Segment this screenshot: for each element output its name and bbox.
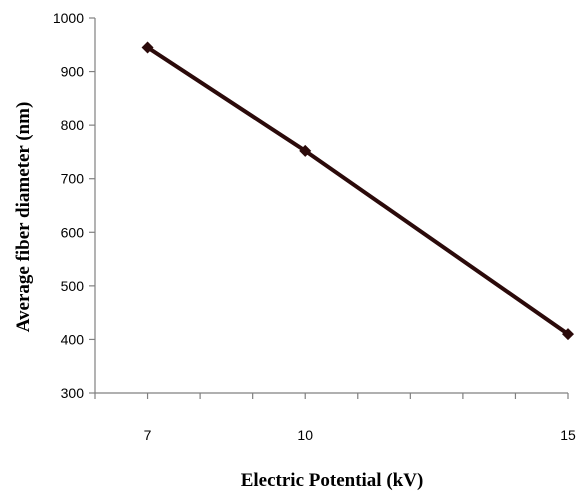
x-tick-label: 15 <box>560 427 576 443</box>
y-tick-label: 1000 <box>53 10 84 26</box>
x-ticks: 7 10 15 <box>94 393 576 443</box>
x-tick-label: 7 <box>144 427 152 443</box>
y-tick-label: 500 <box>61 278 85 294</box>
x-axis-title: Electric Potential (kV) <box>241 470 424 491</box>
data-point-marker <box>562 328 574 341</box>
data-point-marker <box>141 41 154 54</box>
y-tick-label: 700 <box>61 171 85 187</box>
plot-series <box>141 41 574 341</box>
y-tick-label: 900 <box>61 64 85 80</box>
series-line <box>146 45 570 336</box>
y-tick-label: 400 <box>61 331 85 347</box>
y-axis-title: Average fiber diameter (nm) <box>13 102 34 333</box>
y-tick-label: 300 <box>61 385 85 401</box>
x-axis: 7 10 15 <box>94 392 576 443</box>
y-tick-label: 800 <box>61 117 85 133</box>
y-ticks: 300 400 500 600 700 800 900 1000 <box>53 10 95 401</box>
x-tick-label: 10 <box>297 427 313 443</box>
y-axis: 300 400 500 600 700 800 900 1000 <box>53 10 96 401</box>
data-point-marker <box>299 144 312 157</box>
y-tick-label: 600 <box>61 224 85 240</box>
